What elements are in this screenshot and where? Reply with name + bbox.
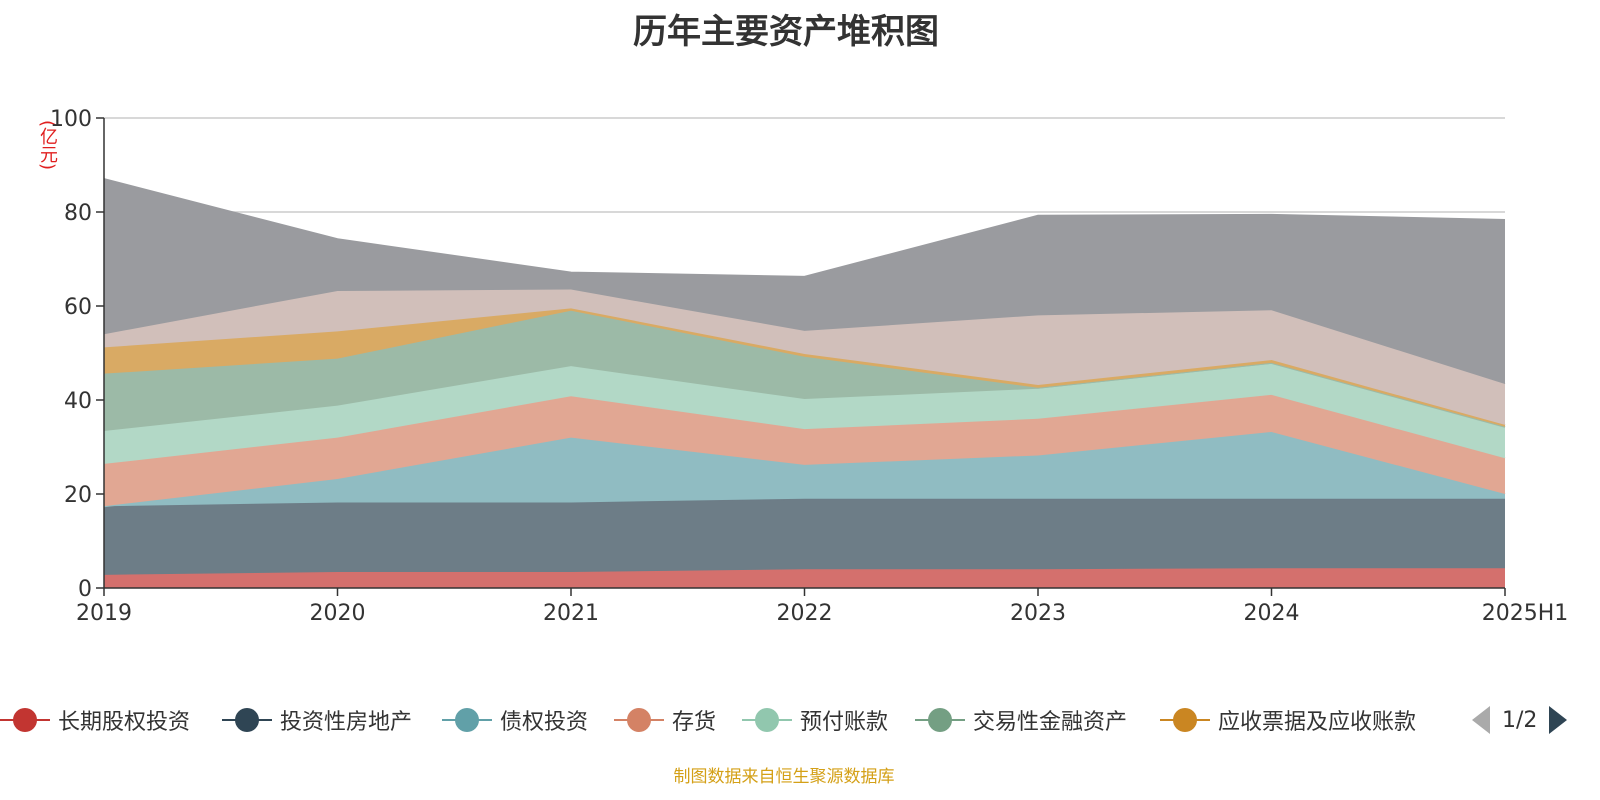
stacked-areas bbox=[103, 178, 1506, 588]
legend-marker-icon bbox=[614, 702, 664, 738]
y-tick-label: 60 bbox=[64, 295, 92, 320]
legend-pager: 1/2 bbox=[1472, 702, 1568, 738]
area-series-8 bbox=[104, 179, 1505, 385]
legend-page-indicator: 1/2 bbox=[1502, 707, 1538, 733]
legend-marker-icon bbox=[742, 702, 792, 738]
source-note: 制图数据来自恒生聚源数据库 bbox=[673, 767, 895, 787]
area-series-4 bbox=[104, 363, 1505, 464]
y-tick-label: 80 bbox=[64, 201, 92, 226]
area-series-0 bbox=[104, 568, 1505, 588]
triangle-left-icon[interactable] bbox=[1472, 706, 1490, 734]
area-series-5 bbox=[104, 310, 1505, 432]
legend-label: 交易性金融资产 bbox=[973, 710, 1128, 735]
x-tick-label: 2024 bbox=[1244, 601, 1300, 626]
legend-marker-icon bbox=[442, 702, 492, 738]
area-series-1 bbox=[104, 498, 1505, 575]
x-tick-label: 2022 bbox=[777, 601, 833, 626]
legend-item[interactable]: 应收票据及应收账款 bbox=[1160, 702, 1416, 738]
area-line-series-8 bbox=[103, 178, 1506, 278]
legend-label: 应收票据及应收账款 bbox=[1218, 710, 1417, 735]
legend-marker-icon bbox=[0, 702, 50, 738]
legend-item[interactable]: 交易性金融资产 bbox=[915, 702, 1127, 738]
triangle-right-icon[interactable] bbox=[1549, 706, 1568, 734]
x-tick-label: 2021 bbox=[543, 601, 599, 626]
y-tick-label: 100 bbox=[50, 107, 92, 132]
area-series-6 bbox=[104, 308, 1505, 427]
axes: 0 20 40 60 80 100 2019 2020 2021 2022 2023 2024 2025… bbox=[50, 107, 1568, 626]
legend: 长期股权投资 投资性房地产 债权投资 存货 预付账款 交易性金融资产 应收票据及应收账款 bbox=[0, 702, 1600, 738]
legend-label: 债权投资 bbox=[500, 710, 589, 735]
x-tick-label: 2025H1 bbox=[1482, 601, 1569, 626]
legend-label: 长期股权投资 bbox=[58, 710, 191, 735]
legend-marker-icon bbox=[915, 702, 965, 738]
legend-item[interactable]: 存货 bbox=[614, 702, 716, 738]
legend-item[interactable]: 债权投资 bbox=[442, 702, 588, 738]
legend-label: 投资性房地产 bbox=[280, 710, 413, 735]
y-tick-label: 40 bbox=[64, 389, 92, 414]
chart-title: 历年主要资产堆积图 bbox=[633, 12, 939, 52]
area-series-7 bbox=[104, 289, 1505, 425]
area-series-2 bbox=[104, 431, 1505, 507]
legend-label: 存货 bbox=[672, 710, 717, 735]
area-series-3 bbox=[104, 394, 1505, 507]
x-tick-label: 2023 bbox=[1010, 601, 1066, 626]
x-tick-label: 2020 bbox=[310, 601, 366, 626]
x-tick-label: 2019 bbox=[76, 601, 132, 626]
legend-item[interactable]: 长期股权投资 bbox=[0, 702, 190, 738]
legend-label: 预付账款 bbox=[800, 710, 889, 735]
legend-item[interactable]: 预付账款 bbox=[742, 702, 888, 738]
y-tick-label: 0 bbox=[78, 577, 92, 602]
legend-item[interactable]: 投资性房地产 bbox=[222, 702, 412, 738]
y-axis-unit-label: (亿元) bbox=[37, 120, 58, 171]
legend-marker-icon bbox=[222, 702, 272, 738]
chart-plot: 0 20 40 60 80 100 2019 2020 2021 2022 2023 2024 2025… bbox=[50, 107, 1568, 626]
legend-marker-icon bbox=[1160, 702, 1210, 738]
y-tick-label: 20 bbox=[64, 483, 92, 508]
